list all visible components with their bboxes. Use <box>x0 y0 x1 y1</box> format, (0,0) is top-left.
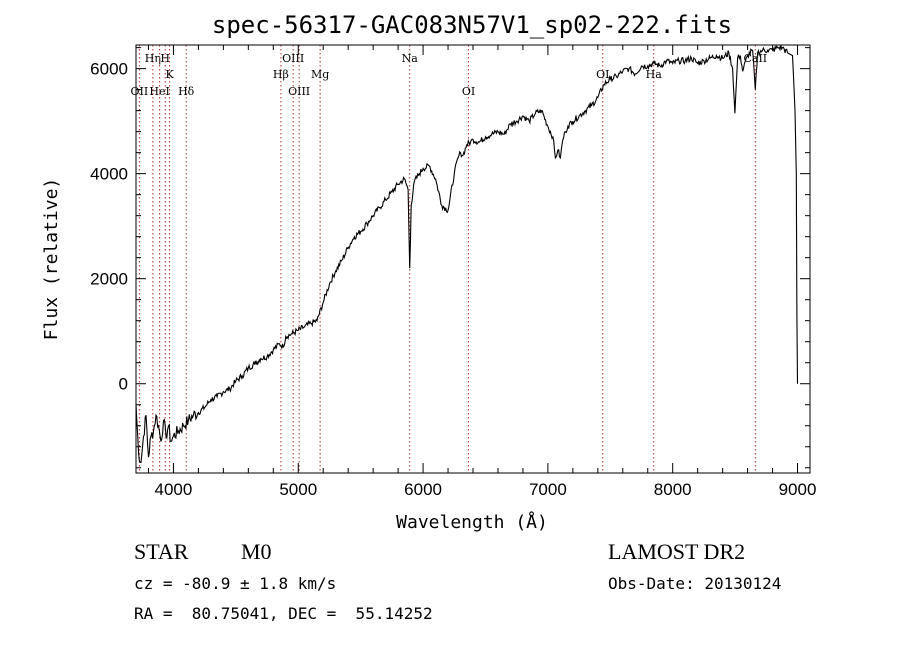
line-marker-label: OI <box>462 85 475 98</box>
line-marker-label: Na <box>402 52 419 65</box>
x-tick-label: 6000 <box>404 480 442 499</box>
line-marker-label: Hη <box>145 52 161 65</box>
line-marker-label: OII <box>131 85 149 98</box>
redshift-info: cz = -80.9 ± 1.8 km/s <box>134 574 337 593</box>
x-tick-label: 9000 <box>779 480 817 499</box>
line-marker-label: Hδ <box>178 85 195 98</box>
y-tick-label: 6000 <box>90 60 128 79</box>
x-tick-label: 4000 <box>155 480 193 499</box>
axis-tick-labels: 4000 5000 6000 7000 8000 9000 0 2000 4000 6000 <box>90 60 816 499</box>
object-subclass: M0 <box>241 539 272 564</box>
x-tick-label: 7000 <box>529 480 567 499</box>
line-marker-label: HeI <box>149 85 169 98</box>
x-tick-label: 5000 <box>279 480 317 499</box>
survey-name: LAMOST DR2 <box>608 539 746 564</box>
line-marker-label: OIII <box>288 85 310 98</box>
y-axis-label: Flux (relative) <box>41 178 62 341</box>
y-tick-label: 2000 <box>90 270 128 289</box>
line-marker-label: Hβ <box>273 68 289 81</box>
object-class: STAR <box>134 539 189 564</box>
coordinates: RA = 80.75041, DEC = 55.14252 <box>134 604 433 623</box>
x-tick-label: 8000 <box>654 480 692 499</box>
y-tick-label: 0 <box>119 375 128 394</box>
line-marker-label: Mg <box>311 68 329 81</box>
line-marker-label: CaII <box>743 52 767 65</box>
line-marker-label: OIII <box>282 52 304 65</box>
line-marker-label: K <box>165 68 174 81</box>
spectrum-line <box>135 44 799 464</box>
plot-frame <box>135 44 811 474</box>
y-tick-label: 4000 <box>90 165 128 184</box>
line-marker-label: OI <box>596 68 609 81</box>
observation-date: Obs-Date: 20130124 <box>608 574 782 593</box>
chart-title: spec-56317-GAC083N57V1_sp02-222.fits <box>212 11 732 39</box>
line-marker-label: H <box>160 52 170 65</box>
line-marker-label: Ha <box>646 68 663 81</box>
x-axis-label: Wavelength (Å) <box>396 511 548 533</box>
axis-ticks <box>136 45 810 473</box>
